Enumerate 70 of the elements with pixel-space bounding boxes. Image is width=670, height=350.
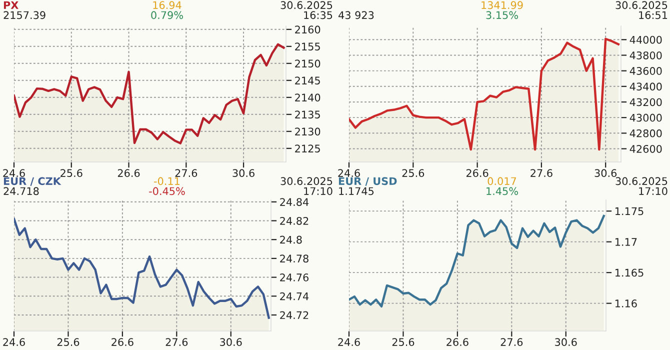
x-tick-label: 24.6 <box>338 169 360 178</box>
x-tick-label: 24.6 <box>3 338 25 346</box>
chart-title: EUR / USD <box>338 177 397 186</box>
y-tick-label: 2140 <box>295 94 320 102</box>
text: 30.6.2025 <box>280 177 332 186</box>
text: 30.6.2025 <box>280 1 332 10</box>
text: 0.79% <box>151 11 183 20</box>
text: 2157.39 <box>4 11 46 20</box>
y-tick-label: 24.82 <box>280 216 308 225</box>
x-tick-label: 30.6 <box>594 169 617 178</box>
y-tick-label: 1.16 <box>615 300 637 308</box>
chart-title: EUR / CZK <box>4 177 62 186</box>
y-tick-label: 2150 <box>295 60 320 68</box>
y-tick-label: 2135 <box>295 110 320 119</box>
x-tick-label: 27.6 <box>500 338 523 346</box>
x-tick-label: 27.6 <box>175 169 198 178</box>
y-tick-label: 24.76 <box>280 274 308 282</box>
x-tick-label: 30.6 <box>220 338 242 346</box>
chart-title: PX <box>4 1 18 9</box>
text: -0.11 <box>154 177 180 186</box>
text: 1341.99 <box>482 1 523 10</box>
x-tick-label: 24.6 <box>338 338 360 346</box>
y-tick-label: 43400 <box>630 82 662 91</box>
x-tick-label: 25.6 <box>60 169 82 178</box>
text: 16.94 <box>153 1 182 10</box>
x-tick-label: 25.6 <box>57 338 80 346</box>
y-tick-label: 1.165 <box>615 268 644 277</box>
x-tick-label: 26.6 <box>118 169 140 178</box>
text: 1.45% <box>486 187 518 196</box>
x-tick-label: 30.6 <box>555 338 577 346</box>
y-tick-label: 24.78 <box>280 254 308 263</box>
x-tick-label: 25.6 <box>392 338 414 346</box>
y-tick-label: 2160 <box>295 26 320 34</box>
y-tick-label: 43200 <box>630 98 662 106</box>
y-tick-label: 24.8 <box>280 236 302 244</box>
text: 3.15% <box>486 11 518 20</box>
y-tick-label: 42800 <box>630 129 662 138</box>
y-tick-label: 2130 <box>295 128 320 136</box>
y-tick-label: 43800 <box>630 51 662 60</box>
y-tick-label: 2125 <box>295 144 320 153</box>
text: 30.6.2025 <box>616 177 668 186</box>
text: 16:35 <box>304 11 332 20</box>
text: 17:10 <box>639 187 668 196</box>
x-tick-label: 30.6 <box>232 169 254 178</box>
text: 1.1745 <box>339 187 374 196</box>
y-tick-label: 24.72 <box>280 311 308 319</box>
y-tick-label: 43000 <box>630 114 662 122</box>
x-tick-label: 26.6 <box>466 169 488 178</box>
y-tick-label: 2155 <box>295 42 320 51</box>
text: 30.6.2025 <box>616 1 668 10</box>
y-tick-label: 1.17 <box>615 238 637 246</box>
x-tick-label: 24.6 <box>3 169 25 178</box>
x-tick-label: 27.6 <box>530 169 552 178</box>
x-tick-label: 25.6 <box>402 169 424 178</box>
y-tick-label: 24.84 <box>280 198 309 206</box>
y-tick-label: 2145 <box>295 76 320 85</box>
text: 17:10 <box>304 187 332 196</box>
text: 43 923 <box>338 11 374 20</box>
text: 24.718 <box>4 187 39 196</box>
y-tick-label: 42600 <box>630 144 662 153</box>
text: 0.017 <box>488 177 516 186</box>
x-tick-label: 26.6 <box>112 338 134 346</box>
y-tick-label: 24.74 <box>280 292 309 300</box>
y-tick-label: 43600 <box>630 67 662 75</box>
y-tick-label: 44000 <box>630 36 662 44</box>
text: -0.45% <box>149 187 185 196</box>
y-tick-label: 1.175 <box>615 207 644 216</box>
text: 16:51 <box>639 11 668 20</box>
x-tick-label: 27.6 <box>166 338 188 346</box>
x-tick-label: 26.6 <box>446 338 468 346</box>
